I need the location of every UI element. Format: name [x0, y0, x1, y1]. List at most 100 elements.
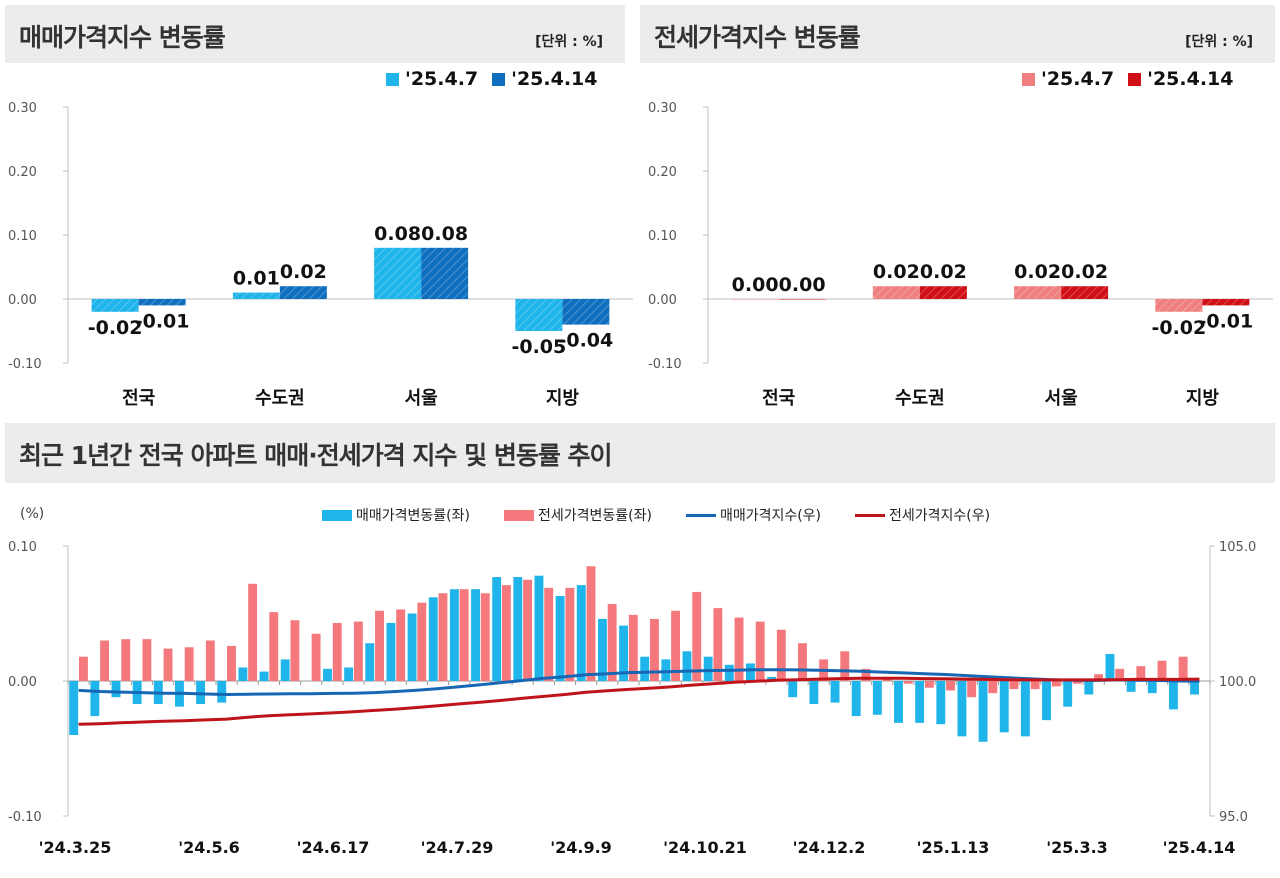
trend-sale-rate-bar	[830, 681, 840, 703]
sale-bar	[562, 299, 610, 325]
trend-sale-rate-bar	[111, 681, 121, 698]
trend-x-tick-label: '24.12.2	[793, 838, 866, 857]
trend-jeonse-rate-bar	[248, 583, 258, 681]
trend-sale-rate-bar	[1020, 681, 1030, 737]
trend-legend-item-sale-index: 매매가격지수(우)	[685, 505, 821, 525]
trend-x-tick-label: '24.5.6	[178, 838, 240, 857]
jeonse-category-label: 지방	[1186, 388, 1220, 409]
trend-sale-rate-bar	[280, 659, 290, 681]
jeonse-legend-label-prev: '25.4.7	[1041, 68, 1115, 90]
jeonse-y-tick-label: 0.30	[648, 101, 677, 116]
trend-sale-rate-bar	[597, 618, 607, 681]
trend-sale-rate-bar	[851, 681, 861, 717]
trend-panel-title: 최근 1년간 전국 아파트 매매·전세가격 지수 및 변동률 추이	[19, 441, 613, 470]
trend-jeonse-rate-bar	[459, 589, 469, 681]
trend-sale-rate-bar	[978, 681, 988, 742]
jeonse-y-tick-label: 0.00	[648, 293, 677, 308]
jeonse-y-tick-label: 0.10	[648, 229, 677, 244]
sale-y-tick-label: 0.20	[8, 165, 37, 180]
sale-panel-title: 매매가격지수 변동률	[19, 23, 226, 52]
trend-sale-rate-bar	[471, 589, 480, 681]
jeonse-data-label: 0.00	[779, 274, 826, 296]
trend-jeonse-rate-bar	[565, 587, 575, 681]
jeonse-legend-item-curr: '25.4.14	[1128, 68, 1234, 90]
jeonse-data-label: -0.01	[1198, 310, 1253, 332]
trend-sale-rate-bar	[407, 613, 417, 681]
trend-sale-rate-bar	[703, 656, 713, 681]
trend-y-right-tick-label: 95.0	[1219, 810, 1248, 825]
trend-jeonse-index-line	[78, 676, 1200, 726]
sale-bar	[374, 247, 422, 299]
trend-jeonse-rate-bar	[100, 640, 110, 681]
trend-y-left-tick-label: -0.10	[8, 810, 42, 825]
sale-bar	[138, 299, 186, 306]
trend-legend-label-jeonse-rate: 전세가격변동률(좌)	[537, 508, 652, 524]
trend-jeonse-rate-bar	[861, 668, 871, 681]
trend-jeonse-rate-bar	[417, 602, 427, 681]
trend-jeonse-rate-bar	[523, 579, 532, 681]
trend-jeonse-rate-bar	[713, 608, 723, 681]
trend-x-tick-label: '25.3.3	[1046, 838, 1108, 857]
sale-y-tick-label: 0.00	[8, 293, 37, 308]
trend-sale-rate-bar	[1126, 681, 1136, 692]
trend-sale-rate-bar	[344, 667, 354, 681]
sale-data-label: -0.01	[135, 310, 190, 332]
trend-jeonse-rate-bar	[967, 681, 977, 698]
trend-sale-rate-bar	[746, 663, 755, 681]
trend-jeonse-rate-bar	[290, 620, 300, 681]
jeonse-bar	[1155, 299, 1203, 312]
trend-jeonse-rate-bar	[946, 681, 955, 691]
trend-jeonse-rate-bar	[903, 681, 913, 684]
trend-sale-rate-bar	[894, 681, 903, 723]
sale-panel-unit: [단위 : %]	[535, 34, 603, 50]
jeonse-data-label: 0.00	[732, 274, 779, 296]
trend-sale-rate-bar	[957, 681, 967, 737]
trend-sale-rate-bar	[555, 595, 565, 681]
trend-sale-rate-bar	[724, 664, 734, 681]
trend-y-right-tick-label: 105.0	[1219, 540, 1256, 555]
sale-data-label: 0.01	[233, 268, 280, 290]
jeonse-data-label: 0.02	[920, 261, 967, 283]
trend-sale-rate-bar	[788, 681, 798, 698]
trend-jeonse-rate-bar	[988, 681, 998, 694]
trend-jeonse-rate-bar	[607, 604, 617, 681]
trend-legend-swatch-jeonse-rate	[503, 509, 534, 521]
trend-sale-index-line	[78, 668, 1200, 696]
trend-jeonse-rate-bar	[163, 648, 173, 681]
sale-legend-label-curr: '25.4.14	[511, 68, 598, 90]
sale-bar	[421, 247, 469, 299]
trend-jeonse-rate-bar	[269, 612, 279, 681]
trend-jeonse-rate-bar	[1094, 674, 1103, 681]
sale-legend-item-curr: '25.4.14	[492, 68, 598, 90]
sale-bar	[91, 299, 139, 312]
jeonse-data-label: 0.02	[873, 261, 920, 283]
sale-legend-swatch-prev	[386, 72, 399, 86]
trend-jeonse-rate-bar	[1009, 681, 1019, 690]
jeonse-bar	[1014, 286, 1062, 299]
jeonse-bar	[872, 286, 920, 299]
jeonse-y-tick-label: 0.20	[648, 165, 677, 180]
jeonse-category-label: 수도권	[895, 388, 945, 409]
trend-y-left-unit: (%)	[20, 506, 44, 522]
trend-sale-rate-bar	[619, 625, 629, 681]
trend-jeonse-rate-bar	[121, 639, 131, 681]
jeonse-bar	[1202, 299, 1250, 306]
jeonse-data-label: 0.02	[1014, 261, 1061, 283]
trend-x-tick-label: '25.1.13	[917, 838, 990, 857]
trend-jeonse-rate-bar	[480, 593, 490, 681]
trend-jeonse-rate-bar	[924, 681, 934, 688]
trend-sale-rate-bar	[682, 651, 692, 681]
trend-sale-rate-bar	[576, 585, 586, 681]
trend-y-left-tick-label: 0.10	[8, 540, 37, 555]
trend-sale-rate-bar	[492, 577, 502, 681]
sale-legend-item-prev: '25.4.7	[386, 68, 478, 90]
trend-jeonse-rate-bar	[205, 640, 215, 681]
trend-sale-rate-bar	[90, 681, 100, 717]
sale-y-tick-label: -0.10	[8, 357, 42, 372]
trend-legend-item-sale-rate: 매매가격변동률(좌)	[322, 505, 470, 525]
trend-jeonse-rate-bar	[311, 633, 321, 681]
trend-sale-rate-bar	[217, 681, 227, 703]
trend-sale-rate-bar	[449, 589, 459, 681]
trend-sale-rate-bar	[365, 643, 375, 681]
